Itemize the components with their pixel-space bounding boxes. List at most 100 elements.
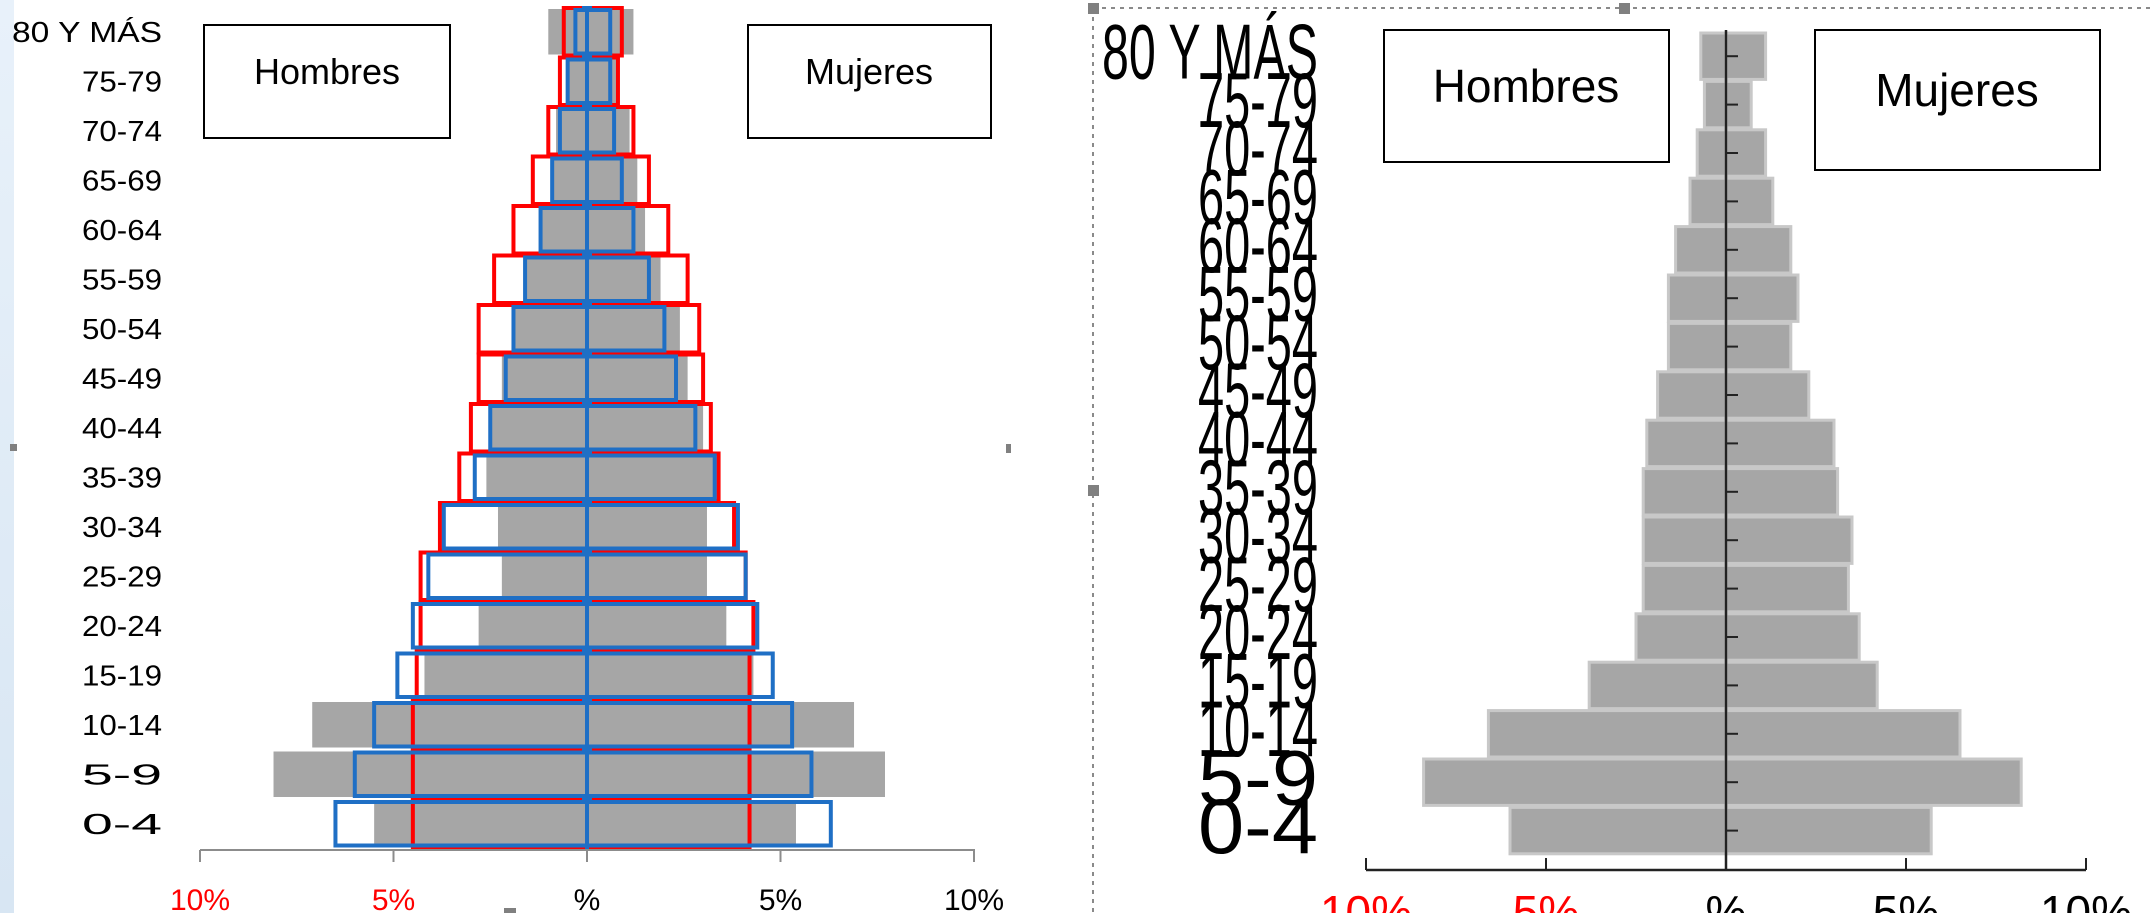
bar-female-gray [587,108,630,154]
bar-male-gray [1486,709,1728,759]
bar-female-gray [1724,418,1836,469]
bar-male-gray [548,9,587,55]
legend-label-mujeres: Mujeres [1875,64,2039,116]
bar-male-gray [424,652,587,698]
legend-label-mujeres: Mujeres [805,51,933,92]
bar-male-gray [374,801,587,847]
bar-male-gray [1641,515,1728,565]
bar-male-gray [1422,757,1728,807]
y-category-label: 45-49 [1198,346,1318,434]
y-category-label: 25-29 [82,561,162,593]
bar-female-gray [1724,757,2023,807]
bar-male-gray [501,355,587,401]
bar-female-gray [1724,370,1811,420]
bar-female-gray [587,603,727,649]
x-tick-label: 5% [372,884,415,913]
pyramid-chart-right: 10% 5%% 5% 10%0-45-910-1415-1920-2425-2930-… [1102,7,2132,913]
legend-label-hombres: Hombres [1433,60,1620,112]
y-category-label: 0-4 [1198,782,1318,870]
bar-female-gray [587,702,855,748]
bar-male-gray [525,256,587,302]
bar-male-gray [497,504,587,550]
bar-male-gray [1587,660,1728,711]
y-category-label: 35-39 [1198,443,1318,531]
pyramid-chart-left: 10% 5%% 5% 10% 0-4 5-9 10-14 15-19 20-24 25-29 30-… [12,6,1004,913]
page-edge-strip [0,0,14,913]
bar-male-gray [1695,128,1728,178]
bar-female-gray [587,58,618,104]
resize-handle[interactable] [10,444,17,451]
bar-female-gray [587,405,704,451]
bar-female-gray [1724,515,1854,565]
x-tick-label: 10% [2040,886,2132,913]
bar-male-gray [1645,418,1728,469]
bar-male-gray [1508,805,1728,856]
bar-male-gray [486,454,587,500]
bar-male-gray [312,702,587,748]
resize-handle[interactable] [1088,3,1099,14]
bar-male-gray [1641,467,1728,517]
y-category-label: 40-44 [1198,395,1318,483]
bar-female-gray [587,207,646,253]
bar-male-gray [1699,31,1728,81]
bar-male-gray [1641,563,1728,614]
x-tick-label: 5% [1513,886,1579,913]
bar-male-gray [567,58,587,104]
resize-handle[interactable] [1006,444,1011,453]
y-category-label: 35-39 [82,462,162,494]
x-tick-label: 10% [944,884,1004,913]
bar-female-gray [1724,612,1861,662]
y-category-label: 60-64 [82,215,162,247]
y-category-label: 0-4 [82,809,162,841]
y-category-label: 80 Y MÁS [1102,7,1318,95]
bar-male-gray [273,751,587,797]
bar-male-gray [552,157,587,203]
bar-male-gray [540,207,587,253]
y-category-label: 50-54 [1198,298,1318,386]
y-category-label: 70-74 [1198,104,1318,192]
y-category-label: 80 Y MÁS [12,16,162,49]
bar-female-gray [1724,563,1850,614]
chart-right-frame[interactable] [1088,3,2153,913]
y-category-label: 5-9 [1198,733,1318,821]
legend-box-mujeres [1814,29,2101,171]
resize-handle[interactable] [1088,485,1099,496]
y-category-label: 30-34 [1198,491,1318,579]
bar-female-gray [587,801,796,847]
x-tick-label: 10% [1320,886,1412,913]
bar-male-gray [478,603,587,649]
bar-male-gray [490,405,587,451]
resize-handle[interactable] [504,908,516,913]
resize-handle[interactable] [1619,3,1630,14]
x-tick-label: 10% [170,884,230,913]
y-category-label: 20-24 [82,611,162,643]
y-category-label: 75-79 [82,66,162,98]
bar-female-gray [587,355,688,401]
y-category-label: 65-69 [1198,153,1318,241]
y-category-label: 55-59 [82,264,162,296]
y-category-label: 60-64 [1198,201,1318,289]
bar-female-gray [1724,467,1840,517]
bar-male-gray [1688,176,1728,227]
bar-male-gray [1666,321,1728,372]
bar-female-gray [587,454,715,500]
bar-female-gray [587,157,638,203]
y-category-label: 75-79 [1198,56,1318,144]
y-category-label: 25-29 [1198,540,1318,628]
bar-female-gray [1724,805,1933,856]
bar-male-gray [1666,273,1728,323]
bar-female-gray [587,652,754,698]
y-category-label: 10-14 [82,710,162,742]
legend-box-mujeres [747,24,992,139]
bar-male-gray [1702,79,1728,130]
bar-male-gray [1656,370,1728,420]
y-category-label: 65-69 [82,165,162,197]
legend-label-hombres: Hombres [254,51,400,92]
y-category-label: 15-19 [1198,637,1318,725]
y-category-label: 10-14 [1198,685,1318,773]
bar-male-gray [1634,612,1728,662]
bar-female-gray [587,553,707,599]
bar-female-gray [1724,709,1962,759]
bar-male-gray [501,553,587,599]
